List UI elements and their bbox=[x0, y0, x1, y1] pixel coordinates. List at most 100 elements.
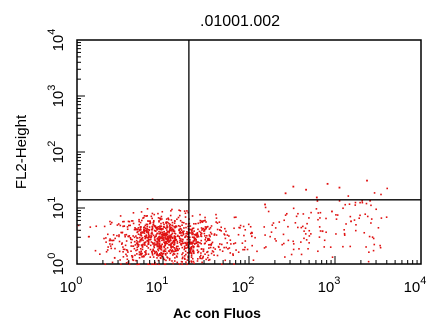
data-point bbox=[224, 227, 226, 230]
data-point bbox=[178, 235, 181, 238]
data-point bbox=[316, 200, 319, 202]
data-point bbox=[152, 256, 155, 258]
data-point bbox=[160, 227, 162, 230]
data-point bbox=[158, 246, 160, 248]
data-point bbox=[185, 261, 187, 263]
data-point bbox=[169, 238, 172, 241]
data-point bbox=[140, 233, 142, 235]
data-point bbox=[172, 254, 174, 256]
data-point bbox=[187, 231, 189, 234]
data-point bbox=[173, 242, 176, 244]
data-point bbox=[171, 221, 174, 224]
data-point bbox=[163, 250, 166, 253]
data-point bbox=[150, 228, 153, 231]
data-point bbox=[144, 235, 147, 238]
data-point bbox=[162, 233, 165, 235]
data-point bbox=[165, 221, 167, 224]
data-point bbox=[161, 254, 164, 256]
data-point bbox=[159, 217, 161, 220]
data-point bbox=[142, 227, 145, 229]
data-point bbox=[201, 229, 203, 231]
data-point bbox=[152, 224, 154, 226]
data-point bbox=[133, 236, 136, 239]
data-point bbox=[160, 225, 163, 228]
data-point bbox=[114, 237, 116, 240]
data-point bbox=[238, 226, 240, 229]
data-point bbox=[150, 215, 153, 218]
data-point bbox=[139, 221, 142, 224]
data-point bbox=[173, 232, 176, 234]
data-point bbox=[204, 235, 206, 237]
data-point bbox=[304, 233, 307, 235]
data-point bbox=[203, 232, 206, 235]
data-point bbox=[149, 238, 152, 241]
data-point bbox=[137, 233, 140, 235]
data-point bbox=[161, 234, 164, 236]
data-point bbox=[173, 225, 175, 228]
data-point bbox=[134, 244, 137, 246]
data-point bbox=[308, 242, 310, 244]
data-point bbox=[129, 224, 131, 227]
data-point bbox=[169, 244, 172, 247]
data-point bbox=[140, 244, 143, 246]
data-point bbox=[202, 255, 205, 258]
data-point bbox=[103, 237, 105, 240]
data-point bbox=[155, 263, 157, 266]
data-point bbox=[157, 249, 160, 252]
data-point bbox=[152, 249, 155, 252]
data-point bbox=[195, 234, 197, 237]
data-point bbox=[315, 208, 318, 210]
data-point bbox=[124, 235, 126, 238]
data-point bbox=[160, 215, 163, 218]
data-point bbox=[120, 243, 123, 245]
data-point bbox=[182, 232, 185, 235]
data-point bbox=[292, 207, 295, 210]
data-point bbox=[342, 245, 344, 248]
data-point bbox=[157, 253, 159, 256]
data-point bbox=[123, 220, 125, 223]
data-point bbox=[308, 229, 311, 232]
data-point bbox=[284, 192, 287, 195]
data-point bbox=[355, 223, 357, 226]
data-point bbox=[232, 253, 234, 255]
data-point bbox=[138, 241, 141, 243]
data-point bbox=[168, 231, 170, 234]
data-point bbox=[173, 253, 176, 255]
data-point bbox=[147, 243, 149, 246]
data-point bbox=[151, 227, 154, 230]
data-point bbox=[153, 263, 155, 266]
data-point bbox=[229, 252, 232, 254]
data-point bbox=[141, 236, 144, 239]
data-point bbox=[134, 227, 136, 229]
data-point bbox=[338, 200, 341, 202]
data-point bbox=[105, 241, 107, 243]
data-point bbox=[363, 231, 366, 234]
data-point bbox=[229, 239, 232, 241]
data-point bbox=[201, 257, 203, 260]
data-point bbox=[207, 254, 210, 257]
data-point bbox=[179, 230, 182, 233]
y-tick-label: 102 bbox=[46, 141, 67, 164]
data-point bbox=[195, 242, 198, 245]
data-point bbox=[147, 232, 150, 235]
data-point bbox=[170, 246, 172, 248]
data-point bbox=[159, 226, 161, 229]
data-point bbox=[147, 263, 149, 266]
data-point bbox=[230, 243, 232, 245]
data-point bbox=[135, 239, 138, 242]
data-point bbox=[285, 212, 288, 215]
data-point bbox=[180, 240, 183, 242]
data-point bbox=[138, 218, 140, 221]
data-point bbox=[256, 250, 258, 253]
data-point bbox=[155, 234, 157, 236]
data-point bbox=[191, 215, 194, 217]
data-point bbox=[166, 238, 169, 241]
data-point bbox=[145, 253, 147, 255]
data-point bbox=[167, 217, 170, 220]
data-point bbox=[237, 251, 240, 253]
data-point bbox=[190, 254, 193, 257]
data-point bbox=[165, 234, 168, 236]
data-point bbox=[209, 246, 212, 249]
data-point bbox=[173, 222, 176, 224]
data-point bbox=[183, 247, 186, 249]
